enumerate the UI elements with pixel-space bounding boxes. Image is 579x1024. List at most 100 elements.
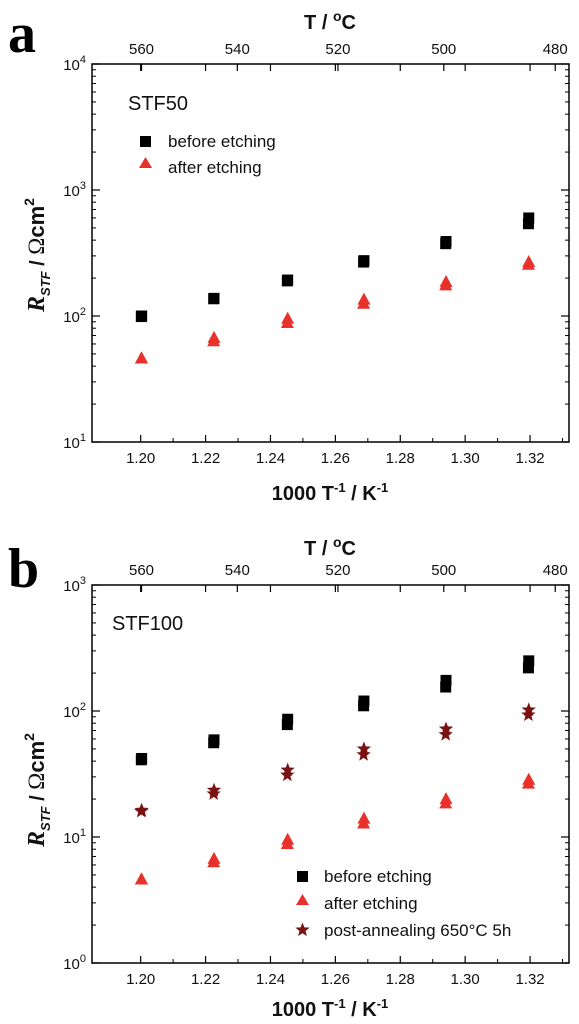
y-tick-label: 104: [63, 54, 86, 74]
top-tick-label: 540: [225, 41, 250, 58]
top-tick-label: 520: [325, 562, 350, 579]
data-marks-b: [134, 655, 536, 885]
data-point-star: [356, 747, 371, 761]
top-tick-label: 500: [431, 41, 456, 58]
axis-ticks-b: 1.20 1.22 1.24 1.26 1.28 1.30 1.32 560 540 520 500…: [63, 562, 569, 988]
data-point-star: [521, 707, 536, 722]
data-point-star: [438, 721, 454, 736]
x-tick-label: 1.24: [256, 450, 285, 467]
y-tick-label: 103: [63, 575, 86, 595]
legend-a: before etching after etching: [139, 132, 276, 177]
x-tick-label: 1.28: [386, 971, 415, 988]
data-point-square: [208, 292, 220, 304]
plot-frame-a: [91, 63, 570, 443]
data-point-square: [358, 255, 370, 267]
data-point-triangle: [357, 292, 371, 305]
top-tick-label: 500: [431, 562, 456, 579]
x-tick-label: 1.30: [451, 450, 480, 467]
x-tick-label: 1.30: [451, 971, 480, 988]
x-tick-label: 1.22: [191, 971, 220, 988]
data-point-square: [522, 218, 534, 230]
data-point-square: [136, 310, 148, 322]
top-tick-label: 560: [129, 562, 154, 579]
top-tick-label: 540: [225, 562, 250, 579]
plot-frame-b: [91, 584, 570, 964]
legend-b: before etching after etching post-anneal…: [295, 867, 511, 940]
panel-letter-b: b: [8, 538, 39, 600]
data-point-square: [282, 713, 294, 725]
data-point-triangle: [207, 851, 221, 864]
legend-marker-star-b: [295, 922, 310, 937]
data-point-square: [358, 695, 370, 707]
sample-label-b: STF100: [112, 613, 183, 635]
data-point-triangle: [522, 255, 536, 268]
data-point-square: [522, 662, 534, 674]
y-axis-title-a: RSTF / Ωcm2: [21, 198, 53, 313]
data-point-star: [280, 767, 295, 782]
top-axis-title-b: T / oC: [304, 534, 356, 560]
x-tick-label: 1.24: [256, 971, 285, 988]
data-point-triangle: [357, 811, 371, 824]
top-tick-label: 560: [129, 41, 154, 58]
data-point-square: [136, 752, 148, 764]
x-tick-label: 1.28: [386, 450, 415, 467]
data-point-square: [523, 212, 535, 224]
legend-label-before-a: before etching: [168, 132, 276, 151]
legend-label-after-a: after etching: [168, 158, 262, 177]
x-tick-label: 1.32: [515, 450, 544, 467]
data-point-square: [440, 236, 452, 248]
data-point-triangle: [135, 351, 149, 364]
legend-label-post-annealing-b: post-annealing 650°C 5h: [324, 921, 511, 940]
legend-marker-square-a: [140, 136, 151, 147]
data-point-star: [206, 782, 222, 797]
data-point-triangle: [281, 311, 295, 324]
y-tick-label: 100: [63, 953, 86, 973]
panel-a: a T / oC RSTF / Ωcm2 1000 T-1 / K-1 1.20…: [8, 3, 570, 505]
legend-label-after-b: after etching: [324, 894, 418, 913]
data-point-triangle: [281, 832, 295, 845]
y-tick-label: 102: [63, 306, 86, 326]
top-axis-title-a: T / oC: [304, 8, 356, 34]
panel-b: b T / oC RSTF / Ωcm2 1000 T-1 / K-1 1.20…: [8, 534, 570, 1021]
x-axis-title-b: 1000 T-1 / K-1: [272, 996, 389, 1021]
data-point-square: [523, 655, 535, 667]
data-point-triangle: [207, 330, 221, 343]
data-point-star: [438, 727, 453, 741]
data-point-star: [280, 762, 295, 777]
panel-letter-a: a: [8, 3, 36, 65]
legend-marker-square-b: [297, 871, 308, 882]
top-tick-label: 480: [543, 41, 568, 58]
x-tick-label: 1.20: [126, 450, 155, 467]
legend-marker-triangle-b: [296, 894, 309, 905]
x-tick-label: 1.26: [321, 971, 350, 988]
x-tick-label: 1.22: [191, 450, 220, 467]
data-point-triangle: [439, 275, 453, 288]
y-tick-label: 102: [63, 701, 86, 721]
legend-label-before-b: before etching: [324, 867, 432, 886]
legend-marker-triangle-a: [139, 157, 152, 168]
data-point-square: [440, 674, 452, 686]
x-tick-label: 1.26: [321, 450, 350, 467]
y-tick-label: 101: [63, 432, 86, 452]
data-point-square: [440, 681, 452, 693]
x-tick-label: 1.20: [126, 971, 155, 988]
data-point-star: [521, 702, 536, 716]
top-tick-label: 480: [543, 562, 568, 579]
sample-label-a: STF50: [128, 93, 188, 115]
data-point-star: [134, 802, 149, 817]
x-axis-title-a: 1000 T-1 / K-1: [272, 480, 389, 505]
y-tick-label: 101: [63, 827, 86, 847]
data-point-triangle: [439, 792, 453, 805]
data-point-triangle: [135, 872, 149, 885]
data-point-square: [208, 734, 220, 746]
data-point-star: [356, 741, 372, 755]
data-point-square: [282, 274, 294, 286]
y-tick-label: 103: [63, 180, 86, 200]
data-marks-a: [134, 212, 536, 364]
top-tick-label: 520: [325, 41, 350, 58]
x-tick-label: 1.32: [515, 971, 544, 988]
axis-ticks-a: 1.20 1.22 1.24 1.26 1.28 1.30 1.32 560 540 520 500…: [63, 41, 569, 467]
y-axis-title-b: RSTF / Ωcm2: [21, 733, 53, 848]
data-point-triangle: [522, 772, 536, 785]
